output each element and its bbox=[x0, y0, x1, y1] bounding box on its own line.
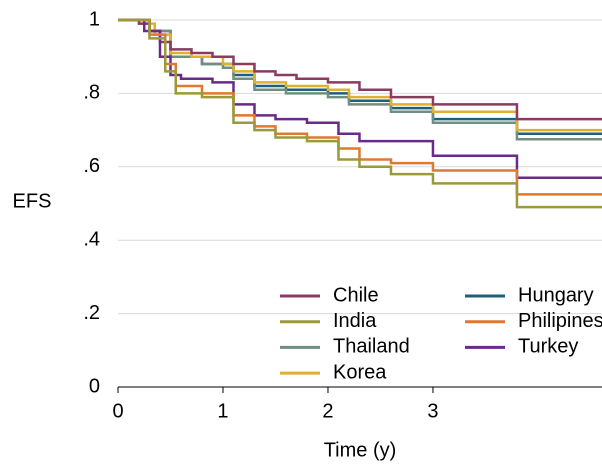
legend-label: Hungary bbox=[518, 284, 594, 306]
series-line bbox=[118, 18, 602, 209]
legend-label: Turkey bbox=[518, 336, 578, 358]
legend-label: Thailand bbox=[333, 336, 410, 358]
series-line bbox=[118, 18, 602, 136]
series-line bbox=[118, 18, 602, 196]
y-tick-label: .8 bbox=[83, 82, 100, 104]
series-line bbox=[118, 18, 602, 132]
y-tick-label: 1 bbox=[89, 8, 100, 30]
y-tick-label: 0 bbox=[89, 375, 100, 397]
y-tick-label: .6 bbox=[83, 155, 100, 177]
legend-label: Korea bbox=[333, 361, 387, 383]
legend-label: Chile bbox=[333, 284, 379, 306]
legend-label: Philipines bbox=[518, 310, 602, 332]
x-tick-label: 1 bbox=[217, 400, 228, 422]
x-axis-label: Time (y) bbox=[324, 439, 397, 461]
x-tick-label: 3 bbox=[427, 400, 438, 422]
y-tick-label: .2 bbox=[83, 302, 100, 324]
series-line bbox=[118, 18, 602, 141]
x-tick-label: 2 bbox=[322, 400, 333, 422]
x-tick-label: 0 bbox=[112, 400, 123, 422]
y-axis-label: EFS bbox=[13, 190, 52, 212]
y-tick-label: .4 bbox=[83, 228, 100, 250]
legend-label: India bbox=[333, 310, 377, 332]
